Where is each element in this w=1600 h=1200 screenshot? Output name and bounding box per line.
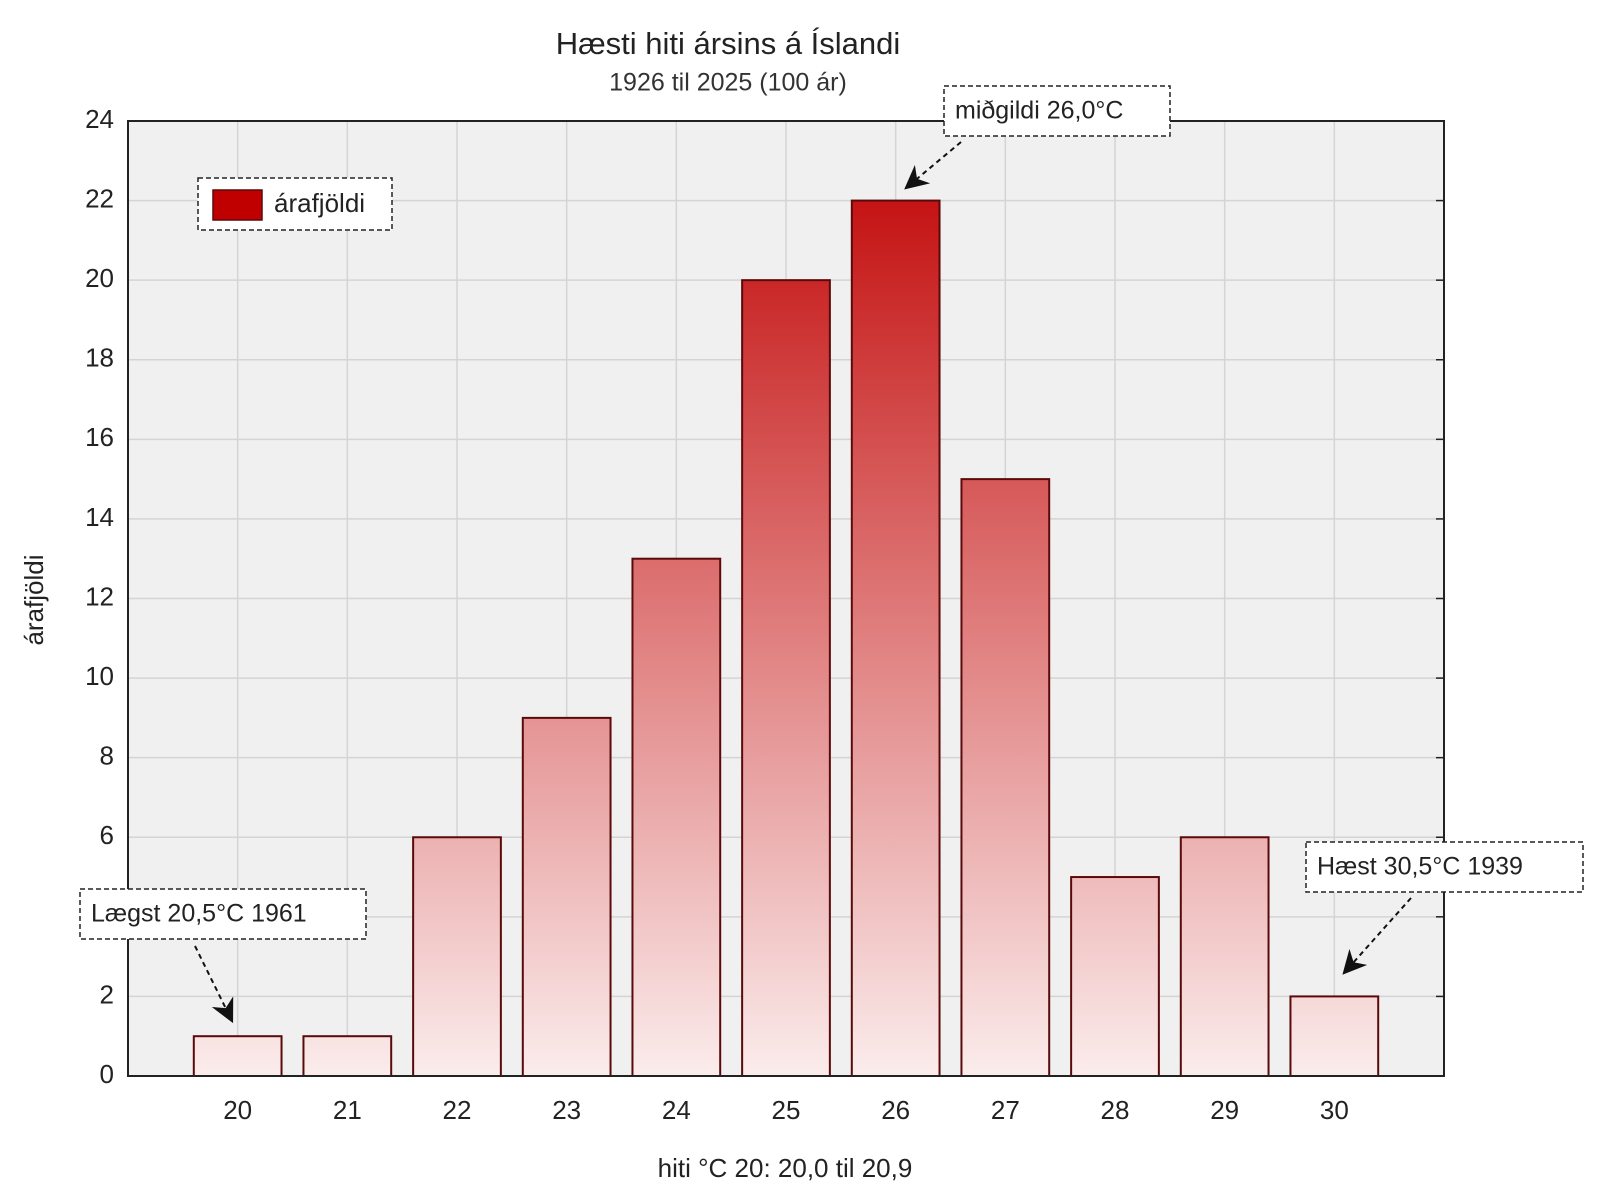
- annotation-arrow: [1342, 897, 1412, 975]
- annotation-arrow: [194, 945, 234, 1024]
- x-tick-label: 21: [333, 1095, 362, 1125]
- x-tick-label: 25: [772, 1095, 801, 1125]
- x-tick-label: 30: [1320, 1095, 1349, 1125]
- bar: [850, 199, 941, 1078]
- bar: [631, 557, 722, 1077]
- annotation-box: [1305, 841, 1584, 893]
- annotation-box: [79, 888, 367, 940]
- chart-title: Hæsti hiti ársins á Íslandi: [556, 26, 901, 61]
- chart-subtitle: 1926 til 2025 (100 ár): [609, 69, 847, 97]
- annotation-text: miðgildi 26,0°C: [955, 97, 1123, 125]
- x-tick-label: 27: [991, 1095, 1020, 1125]
- bar: [1179, 836, 1270, 1077]
- y-tick-label: 16: [85, 422, 114, 452]
- y-tick-label: 22: [85, 183, 114, 213]
- y-axis-label: árafjöldi: [19, 554, 49, 645]
- legend-swatch: [212, 189, 263, 221]
- y-tick-label: 18: [85, 343, 114, 373]
- y-tick-label: 24: [85, 104, 114, 134]
- bar: [521, 716, 612, 1077]
- y-tick-label: 14: [85, 502, 114, 532]
- x-tick-label: 23: [552, 1095, 581, 1125]
- y-tick-label: 2: [100, 979, 114, 1009]
- x-tick-label: 29: [1210, 1095, 1239, 1125]
- x-tick-label: 24: [662, 1095, 691, 1125]
- annotation-text: Hæst 30,5°C 1939: [1317, 853, 1523, 881]
- bar: [960, 478, 1051, 1077]
- annotation-arrow: [904, 141, 962, 190]
- plot-frame: [127, 120, 1445, 1077]
- bar: [412, 836, 502, 1077]
- x-tick-label: 26: [881, 1095, 910, 1125]
- x-tick-label: 22: [443, 1095, 472, 1125]
- x-tick-label: 28: [1101, 1095, 1130, 1125]
- bar: [302, 1035, 393, 1078]
- bar: [741, 279, 831, 1077]
- y-tick-label: 6: [100, 820, 114, 850]
- x-tick-label: 20: [223, 1095, 252, 1125]
- y-tick-label: 10: [85, 661, 114, 691]
- x-axis-label: hiti °C 20: 20,0 til 20,9: [658, 1153, 913, 1183]
- y-tick-label: 8: [100, 741, 114, 771]
- annotation-text: Lægst 20,5°C 1961: [91, 900, 307, 928]
- y-tick-label: 20: [85, 263, 114, 293]
- y-tick-label: 0: [100, 1059, 114, 1089]
- annotation-box: [943, 85, 1171, 137]
- bar: [1070, 876, 1160, 1078]
- legend-label: árafjöldi: [274, 188, 365, 218]
- bar: [1289, 995, 1380, 1078]
- y-tick-label: 12: [85, 581, 114, 611]
- bar: [192, 1035, 283, 1078]
